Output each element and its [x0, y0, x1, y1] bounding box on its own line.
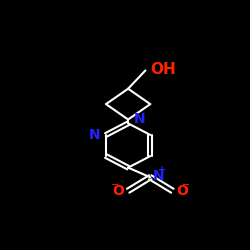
Text: N: N [134, 112, 145, 126]
Text: −: − [182, 180, 190, 190]
Text: O: O [176, 184, 188, 198]
Text: +: + [158, 165, 166, 175]
Text: O: O [112, 184, 124, 198]
Text: −: − [110, 180, 119, 190]
Text: N: N [153, 169, 165, 183]
Text: OH: OH [150, 62, 176, 77]
Text: N: N [88, 128, 100, 142]
